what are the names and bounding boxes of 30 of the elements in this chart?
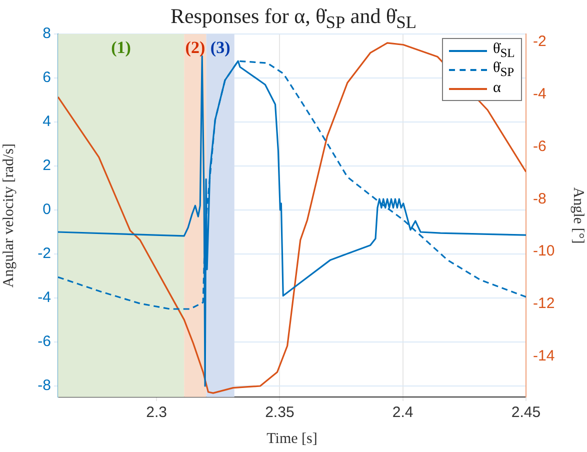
x-axis-title: Time [s]	[266, 430, 318, 447]
y-tick-label: -6	[38, 333, 51, 350]
y2-tick-label: -8	[533, 190, 546, 208]
y-tick-label: -2	[38, 245, 51, 262]
band-label: (3)	[210, 38, 230, 57]
y-axis-title: Angular velocity [rad/s]	[0, 143, 17, 288]
y-tick-label: 4	[42, 113, 51, 130]
y-tick-label: 8	[42, 25, 51, 42]
y2-tick-label: -6	[533, 138, 546, 155]
legend-label: θ̇$_{SP}$	[493, 60, 514, 80]
band-label: (1)	[111, 38, 131, 57]
legend-label: α	[493, 80, 501, 97]
y2-tick-label: -10	[533, 242, 555, 260]
y2-axis-title: Angle [°]	[570, 187, 586, 244]
y-tick-label: 2	[42, 157, 51, 174]
y2-tick-label: -2	[533, 33, 546, 50]
x-tick-label: 2.45	[511, 404, 541, 422]
y-tick-label: -4	[38, 289, 51, 306]
x-tick-label: 2.3	[146, 404, 167, 422]
y-tick-label: 6	[42, 69, 51, 86]
y2-tick-label: -14	[533, 348, 555, 365]
y2-tick-label: -12	[533, 295, 555, 312]
chart-title: Responses for α, θ̇$_{SP}$ and θ̇$_{SL}$	[170, 4, 416, 32]
x-tick-label: 2.4	[392, 404, 414, 422]
y-tick-label: -8	[38, 377, 51, 394]
legend-label: θ̇$_{SL}$	[493, 40, 515, 60]
y2-tick-label: -4	[533, 85, 546, 102]
y-tick-label: 0	[42, 201, 51, 218]
x-tick-label: 2.35	[265, 404, 294, 422]
band-label: (2)	[185, 38, 206, 57]
